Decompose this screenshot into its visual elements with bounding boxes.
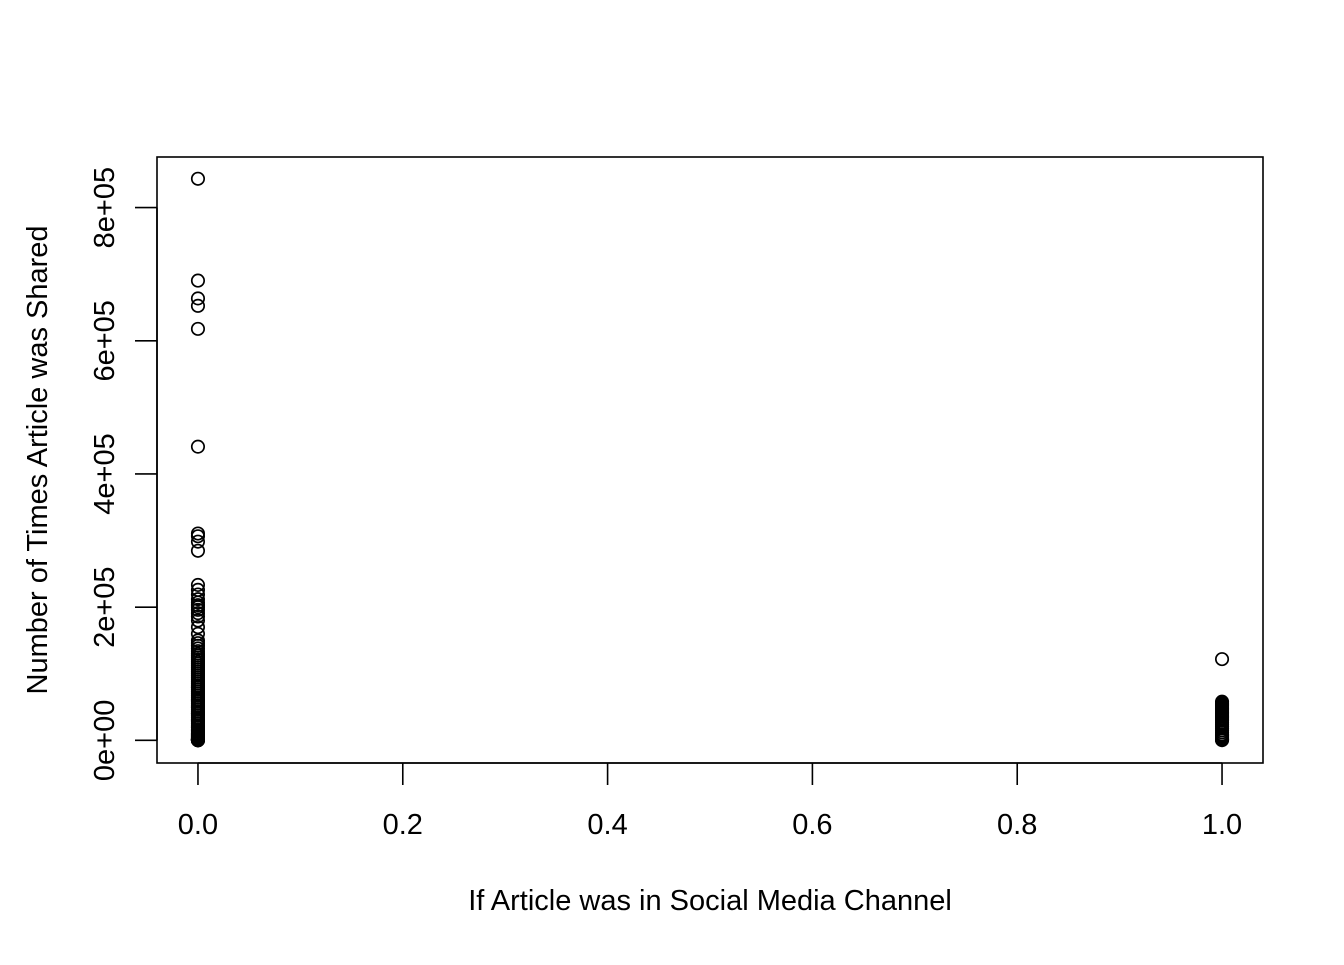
data-point [1214, 652, 1230, 667]
data-point [1214, 733, 1230, 748]
data-point [190, 680, 206, 695]
x-tick-label: 0.0 [178, 809, 218, 841]
data-point [190, 439, 206, 454]
data-point [190, 700, 206, 715]
data-point [190, 543, 206, 558]
data-point [190, 613, 206, 628]
data-point [190, 693, 206, 708]
data-point [190, 273, 206, 288]
data-point [190, 321, 206, 336]
data-point [190, 534, 206, 549]
y-tick-label: 6e+05 [89, 300, 121, 381]
data-point [190, 713, 206, 728]
y-tick-label: 4e+05 [89, 433, 121, 514]
data-point [190, 577, 206, 592]
x-axis-label: If Article was in Social Media Channel [468, 885, 952, 917]
y-axis: 0e+00 2e+05 4e+05 6e+05 8e+05 [89, 167, 158, 781]
x-axis: 0.0 0.2 0.4 0.6 0.8 1.0 [178, 762, 1242, 841]
data-point [190, 706, 206, 721]
data-point [190, 620, 206, 635]
data-point [190, 609, 206, 624]
x-tick-label: 0.8 [997, 809, 1037, 841]
y-tick-label: 8e+05 [89, 167, 121, 248]
x-tick-label: 1.0 [1202, 809, 1242, 841]
y-tick-label: 2e+05 [89, 566, 121, 647]
y-axis-label: Number of Times Article was Shared [22, 225, 54, 694]
data-point [190, 733, 206, 748]
x-tick-label: 0.6 [792, 809, 832, 841]
data-point [190, 291, 206, 306]
data-point [190, 298, 206, 313]
data-points [190, 171, 1230, 748]
plot-frame [156, 156, 1264, 764]
x-tick-label: 0.4 [587, 809, 627, 841]
data-point [190, 171, 206, 186]
data-point [190, 723, 206, 738]
data-point [190, 529, 206, 544]
y-tick-label: 0e+00 [89, 700, 121, 781]
x-tick-label: 0.2 [383, 809, 423, 841]
